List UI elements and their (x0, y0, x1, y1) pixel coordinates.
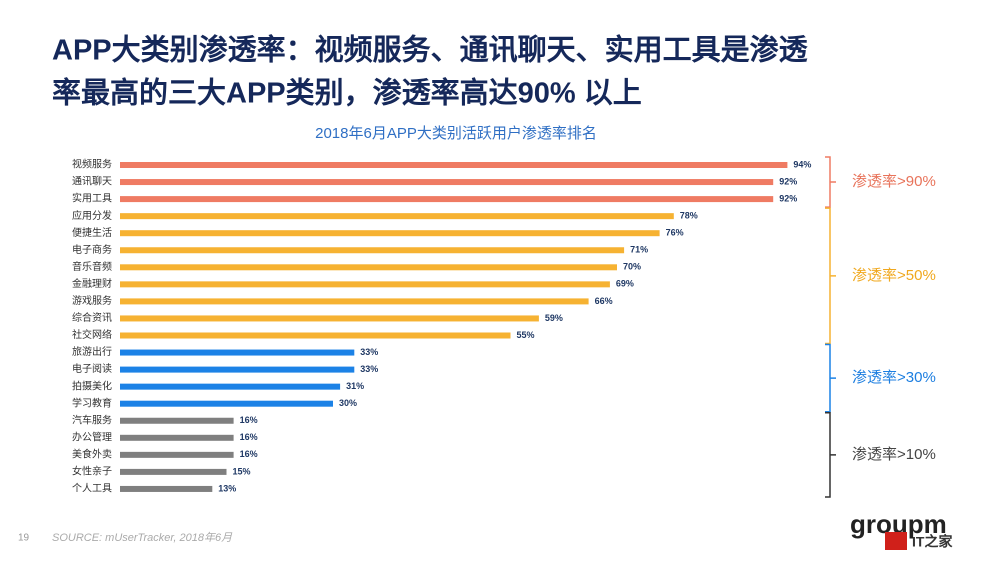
category-label: 应用分发 (72, 209, 112, 222)
category-label: 电子阅读 (72, 362, 112, 375)
value-label: 71% (630, 245, 648, 255)
value-label: 69% (616, 279, 634, 289)
value-label: 13% (218, 483, 236, 493)
bracket (825, 412, 836, 498)
category-label: 视频服务 (72, 158, 112, 171)
category-label: 游戏服务 (72, 294, 112, 307)
bar (120, 196, 774, 203)
category-label: 汽车服务 (72, 413, 112, 426)
bar (120, 179, 774, 186)
value-label: 15% (233, 466, 251, 476)
category-label: 拍摄美化 (72, 379, 112, 392)
value-label: 78% (680, 211, 698, 221)
value-label: 70% (623, 262, 641, 272)
category-label: 女性亲子 (72, 465, 112, 478)
category-label: 办公管理 (72, 430, 112, 443)
value-label: 33% (360, 364, 378, 374)
bar (120, 230, 660, 237)
category-label: 通讯聊天 (72, 175, 112, 188)
category-label: 音乐音频 (72, 260, 112, 273)
bar (120, 468, 227, 475)
value-label: 16% (240, 432, 258, 442)
category-label: 实用工具 (72, 192, 112, 205)
value-label: 31% (346, 381, 364, 391)
chart-title: 2018年6月APP大类别活跃用户渗透率排名 (315, 125, 597, 142)
value-label: 92% (779, 176, 797, 186)
value-label: 59% (545, 313, 563, 323)
value-label: 16% (240, 415, 258, 425)
category-label: 旅游出行 (72, 345, 112, 358)
bracket (825, 343, 836, 413)
source: SOURCE: mUserTracker, 2018年6月 (52, 531, 233, 544)
category-label: 便捷生活 (72, 226, 112, 239)
bar (120, 349, 355, 356)
value-label: 33% (360, 347, 378, 357)
bracket (825, 207, 836, 345)
slide-title: APP大类别渗透率：视频服务、通讯聊天、实用工具是渗透 (52, 33, 809, 67)
group-label: 渗透率>90% (852, 173, 936, 190)
category-label: 金融理财 (72, 277, 112, 290)
value-label: 94% (793, 159, 811, 169)
slide-title: 率最高的三大APP类别，渗透率高达90% 以上 (52, 76, 642, 110)
value-label: 66% (595, 296, 613, 306)
watermark: IT之家 (912, 534, 953, 550)
bar (120, 213, 674, 220)
page-number: 19 (18, 533, 30, 544)
bar (120, 400, 333, 407)
bar (120, 366, 355, 373)
bar (120, 264, 617, 271)
value-label: 55% (517, 330, 535, 340)
value-label: 92% (779, 193, 797, 203)
category-label: 电子商务 (72, 243, 112, 256)
value-label: 76% (666, 228, 684, 238)
bar (120, 281, 610, 288)
watermark-icon (885, 532, 907, 550)
bar (120, 298, 589, 305)
bar (120, 485, 213, 492)
bracket (825, 156, 836, 208)
category-label: 综合资讯 (72, 311, 112, 324)
category-label: 社交网络 (72, 328, 112, 341)
value-label: 30% (339, 398, 357, 408)
bar (120, 417, 234, 424)
group-label: 渗透率>30% (852, 369, 936, 386)
group-label: 渗透率>10% (852, 446, 936, 463)
bar (120, 434, 234, 441)
group-label: 渗透率>50% (852, 267, 936, 284)
category-label: 学习教育 (72, 396, 112, 409)
category-label: 美食外卖 (72, 447, 112, 460)
bar (120, 315, 539, 322)
bar (120, 162, 788, 168)
bar (120, 383, 341, 390)
value-label: 16% (240, 449, 258, 459)
bar (120, 332, 511, 339)
category-label: 个人工具 (72, 483, 112, 495)
bar (120, 451, 234, 458)
bar (120, 247, 625, 254)
